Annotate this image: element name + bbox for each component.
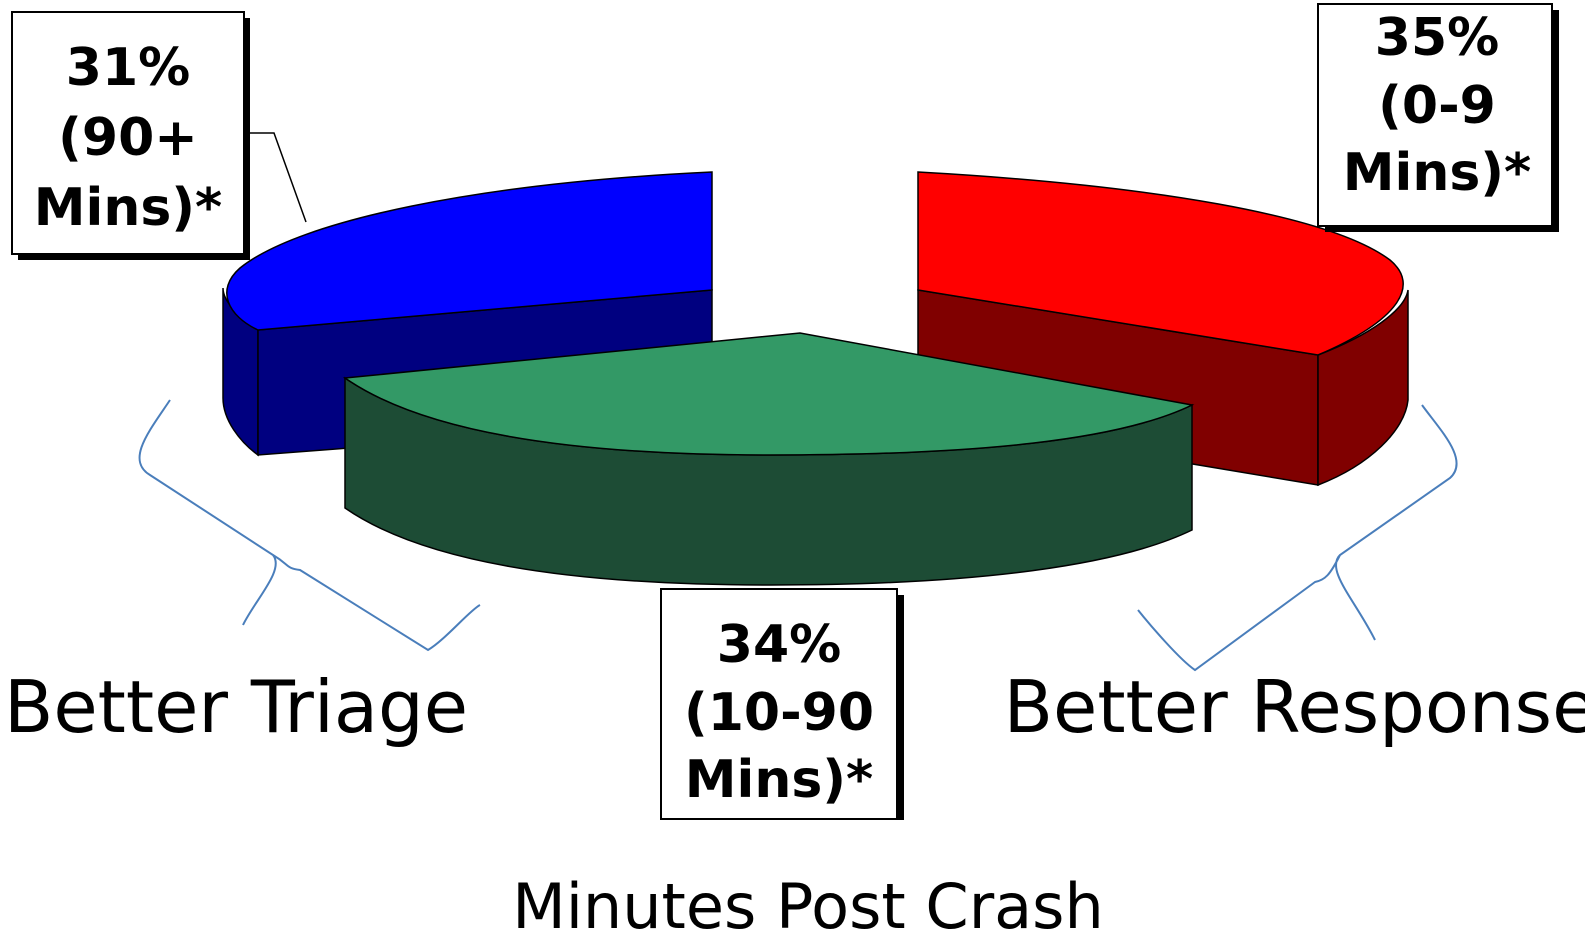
bracket-better-response (1137, 404, 1458, 672)
slice-0-9-top (917, 171, 1404, 356)
label-10-90-range: (10-90 (684, 683, 874, 743)
annotation-better-triage: Better Triage (4, 665, 468, 749)
label-90-plus-percent: 31% (66, 38, 190, 98)
label-90-plus-range: (90+ (58, 108, 198, 168)
label-10-90-percent: 34% (717, 615, 841, 675)
slice-10-90 (342, 332, 1195, 586)
label-0-9-unit: Mins)* (1343, 143, 1532, 203)
slice-0-9 (917, 171, 1409, 487)
label-10-90-unit: Mins)* (685, 750, 874, 810)
label-box-0-9: 35% (0-9 Mins)* (1317, 3, 1559, 232)
label-90-plus-unit: Mins)* (34, 178, 223, 238)
slice-0-9-side (1317, 289, 1409, 487)
x-axis-title: Minutes Post Crash (512, 870, 1104, 940)
label-box-90-plus: 31% (90+ Mins)* (11, 11, 250, 260)
annotation-better-response: Better Response (1004, 665, 1585, 749)
label-box-10-90: 34% (10-90 Mins)* (659, 588, 909, 830)
leader-line-90-plus (248, 132, 307, 223)
slice-90-plus-top (226, 171, 713, 331)
label-0-9-range: (0-9 (1378, 76, 1496, 136)
label-0-9-percent: 35% (1375, 8, 1499, 68)
bracket-better-triage (138, 399, 481, 652)
slice-10-90-top (342, 332, 1195, 456)
